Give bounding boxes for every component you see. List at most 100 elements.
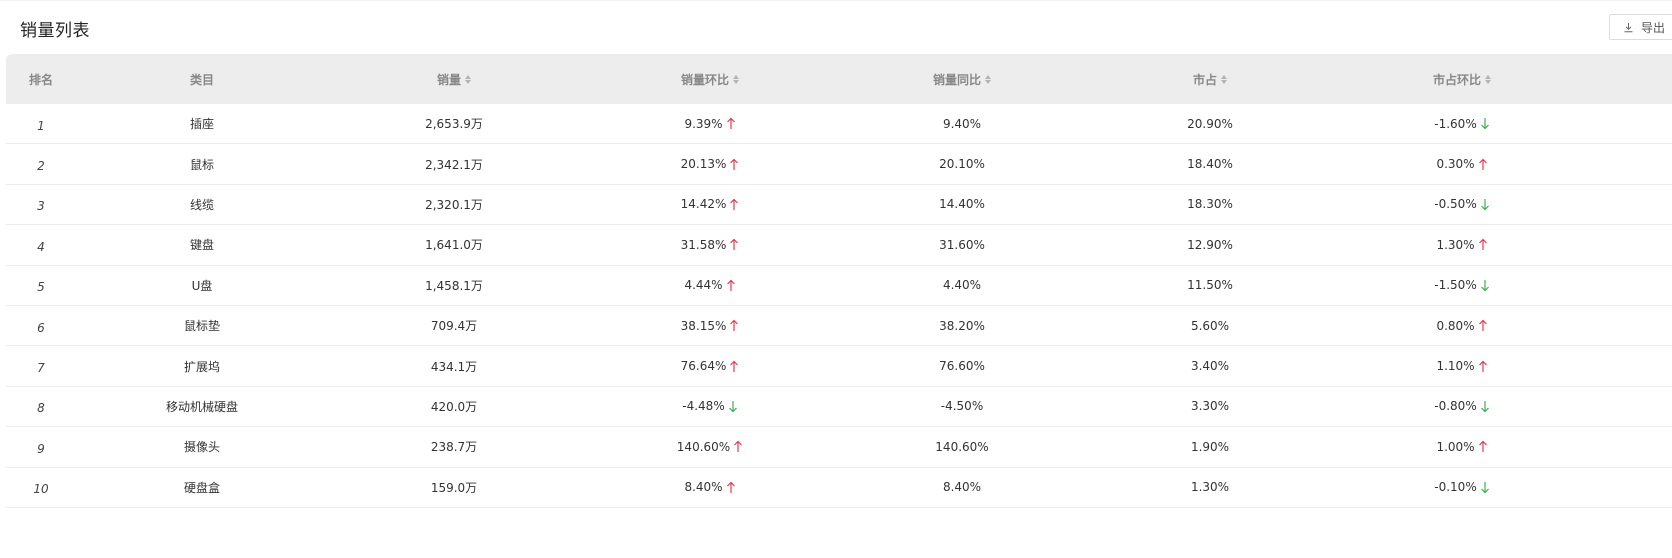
cell-share: 18.30% xyxy=(1140,197,1280,211)
arrow-up-icon xyxy=(1478,360,1487,372)
sales-mom-value: 38.15% xyxy=(680,318,727,333)
share-mom-value: 1.10% xyxy=(1436,359,1475,374)
cell-share-mom: -1.50% xyxy=(1392,278,1532,292)
arrow-up-icon xyxy=(730,360,739,372)
cell-share: 12.90% xyxy=(1140,238,1280,252)
cell-share: 3.30% xyxy=(1140,399,1280,413)
sales-yoy-value: 8.40% xyxy=(942,480,982,495)
category-value: 鼠标垫 xyxy=(183,319,220,334)
cell-rank: 10 xyxy=(20,478,62,496)
cell-sales-yoy: -4.50% xyxy=(892,399,1032,413)
share-value: 5.60% xyxy=(1190,318,1230,333)
cell-category: 鼠标垫 xyxy=(140,317,264,334)
share-value: 11.50% xyxy=(1187,278,1233,293)
cell-sales-yoy: 38.20% xyxy=(892,319,1032,333)
sales-mom-value: 9.39% xyxy=(684,116,723,131)
rank-value: 5 xyxy=(37,280,45,295)
header-share-mom[interactable]: 市占环比 xyxy=(1392,71,1532,88)
category-value: 硬盘盒 xyxy=(183,480,220,495)
share-mom-value: 0.30% xyxy=(1436,157,1475,172)
rank-value: 8 xyxy=(37,401,45,416)
category-value: 鼠标 xyxy=(189,157,214,172)
share-mom-value: -0.50% xyxy=(1434,197,1477,212)
cell-sales-yoy: 8.40% xyxy=(892,480,1032,494)
cell-rank: 2 xyxy=(20,155,62,173)
header-sales-mom-label: 销量环比 xyxy=(680,72,729,87)
cell-share: 11.50% xyxy=(1140,278,1280,292)
header-sales-yoy[interactable]: 销量同比 xyxy=(892,71,1032,88)
arrow-up-icon xyxy=(1478,239,1487,251)
cell-sales: 159.0万 xyxy=(392,479,516,496)
cell-sales-mom: 8.40% xyxy=(640,480,780,494)
cell-category: U盘 xyxy=(140,277,264,294)
rank-value: 1 xyxy=(37,118,45,133)
header-share-mom-label: 市占环比 xyxy=(1432,72,1481,87)
sort-icon[interactable] xyxy=(985,74,991,84)
header-share-label: 市占 xyxy=(1192,72,1217,87)
sales-yoy-value: 38.20% xyxy=(939,318,985,333)
arrow-down-icon xyxy=(728,400,737,413)
table-row: 7 扩展坞 434.1万 76.64% 76.60% 3.40% 1.10% xyxy=(6,346,1672,387)
header-category: 类目 xyxy=(140,71,264,88)
header-sales-mom[interactable]: 销量环比 xyxy=(640,71,780,88)
cell-sales: 2,320.1万 xyxy=(392,196,516,213)
sort-icon[interactable] xyxy=(1221,74,1227,84)
cell-category: 插座 xyxy=(140,115,264,132)
sales-value: 238.7万 xyxy=(430,440,478,455)
cell-sales-mom: -4.48% xyxy=(640,399,780,413)
cell-sales: 420.0万 xyxy=(392,398,516,415)
sales-mom-value: 20.13% xyxy=(680,157,727,172)
sales-value: 1,458.1万 xyxy=(425,278,483,293)
share-value: 12.90% xyxy=(1187,237,1233,252)
sort-icon[interactable] xyxy=(465,74,471,84)
share-value: 1.90% xyxy=(1190,439,1230,454)
cell-share-mom: -1.60% xyxy=(1392,117,1532,131)
share-mom-value: -0.80% xyxy=(1434,399,1477,414)
cell-share-mom: 1.30% xyxy=(1392,238,1532,252)
sales-value: 2,342.1万 xyxy=(425,157,483,172)
cell-rank: 3 xyxy=(20,195,62,213)
rank-value: 3 xyxy=(37,199,45,214)
cell-sales-mom: 76.64% xyxy=(640,359,780,373)
arrow-up-icon xyxy=(726,279,735,291)
category-value: 移动机械硬盘 xyxy=(165,399,238,414)
header-sales[interactable]: 销量 xyxy=(392,71,516,88)
sales-yoy-value: 76.60% xyxy=(939,359,985,374)
cell-share: 1.30% xyxy=(1140,480,1280,494)
cell-rank: 6 xyxy=(20,317,62,335)
cell-rank: 4 xyxy=(20,236,62,254)
arrow-up-icon xyxy=(1478,158,1487,170)
header-share[interactable]: 市占 xyxy=(1140,71,1280,88)
cell-sales: 709.4万 xyxy=(392,317,516,334)
export-button[interactable]: 导出 xyxy=(1609,14,1672,40)
sales-mom-value: -4.48% xyxy=(682,399,725,414)
sales-yoy-value: 4.40% xyxy=(942,278,982,293)
cell-share: 5.60% xyxy=(1140,319,1280,333)
cell-sales-mom: 140.60% xyxy=(640,440,780,454)
top-divider xyxy=(0,0,1672,1)
sales-mom-value: 8.40% xyxy=(684,480,723,495)
cell-share-mom: -0.50% xyxy=(1392,197,1532,211)
table-body: 1 插座 2,653.9万 9.39% 9.40% 20.90% -1.60% 2 鼠标 2,34… xyxy=(6,104,1672,508)
sort-icon[interactable] xyxy=(733,74,739,84)
cell-sales-mom: 4.44% xyxy=(640,278,780,292)
table-row: 3 线缆 2,320.1万 14.42% 14.40% 18.30% -0.50% xyxy=(6,185,1672,226)
cell-share: 20.90% xyxy=(1140,117,1280,131)
sales-yoy-value: 31.60% xyxy=(939,237,985,252)
arrow-up-icon xyxy=(726,481,735,493)
cell-sales-mom: 38.15% xyxy=(640,319,780,333)
sort-icon[interactable] xyxy=(1485,74,1491,84)
cell-share-mom: 0.30% xyxy=(1392,157,1532,171)
sales-yoy-value: -4.50% xyxy=(940,399,984,414)
table-row: 9 摄像头 238.7万 140.60% 140.60% 1.90% 1.00% xyxy=(6,427,1672,468)
share-value: 3.30% xyxy=(1190,399,1230,414)
cell-rank: 8 xyxy=(20,397,62,415)
cell-sales-mom: 20.13% xyxy=(640,157,780,171)
cell-sales-yoy: 14.40% xyxy=(892,197,1032,211)
header-sales-label: 销量 xyxy=(436,72,461,87)
arrow-down-icon xyxy=(1480,118,1489,130)
table-row: 10 硬盘盒 159.0万 8.40% 8.40% 1.30% -0.10% xyxy=(6,468,1672,508)
sales-yoy-value: 20.10% xyxy=(939,157,985,172)
share-mom-value: 1.00% xyxy=(1436,439,1475,454)
